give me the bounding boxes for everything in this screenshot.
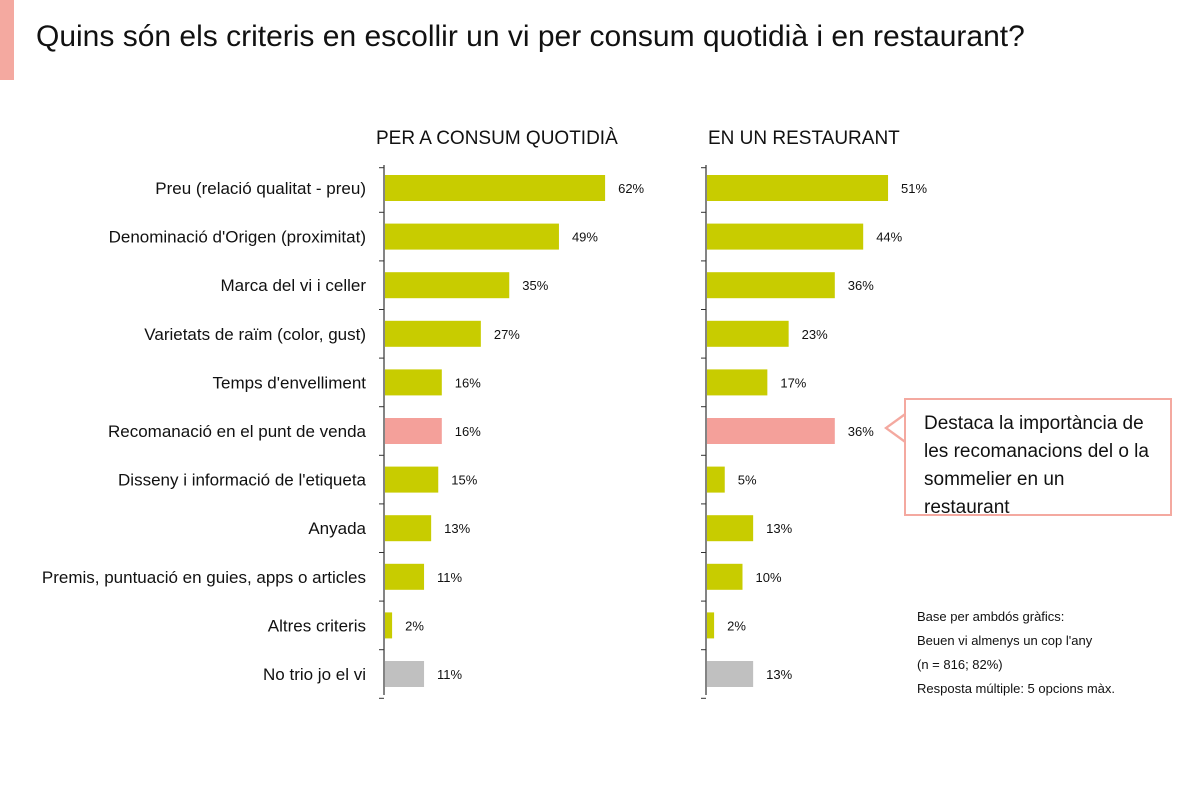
category-label: Varietats de raïm (color, gust)	[144, 325, 366, 344]
category-label: Denominació d'Origen (proximitat)	[109, 228, 366, 247]
data-label: 51%	[901, 181, 927, 196]
bar-1-3	[385, 272, 510, 299]
callout-line-2: les recomanacions del o la	[924, 441, 1149, 462]
data-label: 13%	[766, 521, 792, 536]
base-note: Base per ambdós gràfics: Beuen vi almeny…	[917, 605, 1115, 701]
data-label: 15%	[451, 473, 477, 488]
data-label: 16%	[455, 375, 481, 390]
data-label: 17%	[780, 375, 806, 390]
bar-2-11	[707, 661, 754, 687]
data-label: 62%	[618, 181, 644, 196]
category-label: Anyada	[308, 519, 366, 538]
chart-title-2: EN UN RESTAURANT	[708, 128, 900, 149]
category-label: Premis, puntuació en guies, apps o artic…	[42, 568, 366, 587]
data-label: 2%	[405, 618, 424, 633]
bar-1-9	[385, 563, 425, 590]
data-label: 2%	[727, 618, 746, 633]
category-label: Marca del vi i celler	[221, 276, 367, 295]
data-label: 35%	[522, 278, 548, 293]
category-label: No trio jo el vi	[263, 665, 366, 684]
data-label: 11%	[437, 667, 462, 682]
category-label: Altres criteris	[268, 616, 366, 635]
callout-box: Destaca la importància de les recomanaci…	[904, 398, 1172, 518]
bar-2-10	[707, 612, 715, 639]
category-label: Preu (relació qualitat - preu)	[155, 179, 366, 198]
accent-bar	[0, 0, 14, 80]
bar-1-8	[385, 515, 432, 542]
data-label: 27%	[494, 327, 520, 342]
base-note-line-1: Base per ambdós gràfics:	[917, 609, 1065, 624]
bar-2-8	[707, 515, 754, 542]
category-label: Disseny i informació de l'etiqueta	[118, 471, 367, 490]
data-label: 5%	[738, 473, 757, 488]
bar-2-7	[707, 466, 725, 493]
bar-2-3	[707, 272, 835, 299]
data-label: 10%	[756, 570, 782, 585]
bar-2-4	[707, 320, 789, 347]
bar-1-10	[385, 612, 393, 639]
category-label: Recomanació en el punt de venda	[108, 422, 367, 441]
bar-2-2	[707, 223, 864, 250]
data-label: 13%	[444, 521, 470, 536]
data-label: 23%	[802, 327, 828, 342]
data-label: 49%	[572, 230, 598, 245]
bar-2-9	[707, 563, 743, 590]
data-label: 16%	[455, 424, 481, 439]
bar-1-6	[385, 418, 442, 444]
chart-title-1: PER A CONSUM QUOTIDIÀ	[376, 128, 618, 149]
bar-1-2	[385, 223, 559, 250]
data-label: 13%	[766, 667, 792, 682]
bar-1-5	[385, 369, 442, 396]
bar-1-4	[385, 320, 481, 347]
bar-1-1	[385, 175, 606, 201]
category-label: Temps d'envelliment	[213, 373, 367, 392]
data-label: 11%	[437, 570, 462, 585]
data-label: 44%	[876, 230, 902, 245]
bar-1-7	[385, 466, 439, 493]
base-note-line-2: Beuen vi almenys un cop l'any	[917, 633, 1093, 648]
data-label: 36%	[848, 424, 874, 439]
bar-2-6	[707, 418, 835, 444]
callout-line-1: Destaca la importància de	[924, 413, 1144, 434]
bar-2-5	[707, 369, 768, 396]
callout-line-3: sommelier en un restaurant	[924, 469, 1065, 518]
base-note-line-4: Resposta múltiple: 5 opcions màx.	[917, 681, 1115, 696]
bar-2-1	[707, 175, 889, 201]
base-note-line-3: (n = 816; 82%)	[917, 657, 1003, 672]
bar-1-11	[385, 661, 425, 687]
page-title: Quins són els criteris en escollir un vi…	[36, 20, 1025, 53]
callout-pointer-inner	[888, 415, 906, 441]
data-label: 36%	[848, 278, 874, 293]
